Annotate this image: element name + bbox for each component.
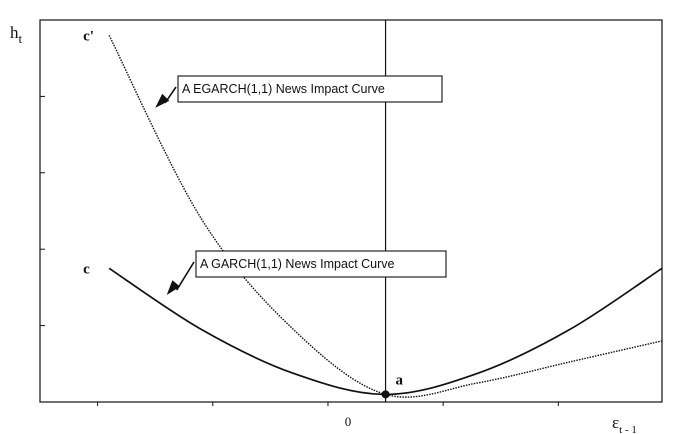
y-ticks	[40, 95, 559, 406]
x-axis-label: εt - 1	[612, 413, 637, 434]
series: cbc'b'a	[83, 28, 663, 399]
curve-start-label: c'	[83, 28, 94, 44]
curve-start-label: c	[83, 261, 90, 277]
callout-box-2	[195, 250, 447, 278]
callout-arrow-2	[176, 261, 195, 291]
point-a-marker	[381, 390, 390, 399]
callout-text-2: A GARCH(1,1) News Impact Curve	[200, 257, 395, 271]
callout-box-1	[177, 75, 443, 103]
y-axis-label: ht	[10, 23, 23, 46]
callouts: A EGARCH(1,1) News Impact Curve A GARCH(1…	[155, 75, 447, 296]
point-a-label: a	[396, 372, 404, 388]
callout-arrowhead-2	[166, 280, 181, 296]
origin-tick-label: 0	[345, 414, 352, 429]
plot-frame	[39, 19, 663, 403]
callout-text-1: A EGARCH(1,1) News Impact Curve	[182, 82, 385, 96]
callout-arrowhead-1	[155, 93, 170, 108]
